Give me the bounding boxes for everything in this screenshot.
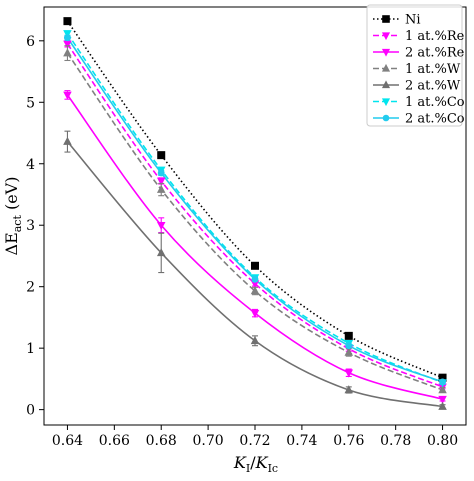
- data-point: [438, 401, 447, 410]
- data-point: [344, 369, 354, 378]
- series-line: [66, 52, 443, 391]
- legend-label: 1 at.%Re: [405, 29, 465, 44]
- series-markers: [63, 45, 447, 394]
- data-point: [250, 309, 260, 318]
- data-point: [439, 378, 447, 386]
- data-point: [63, 30, 72, 39]
- series-line: [66, 32, 443, 384]
- x-tick-label: 0.78: [380, 433, 411, 449]
- series-line: [66, 37, 443, 383]
- y-tick-label: 6: [26, 34, 35, 50]
- data-point: [250, 335, 260, 345]
- y-tick-label: 2: [26, 280, 35, 296]
- legend-marker: [381, 98, 391, 107]
- data-point: [344, 331, 353, 340]
- legend-entry: 1 at.%W: [373, 62, 461, 77]
- data-point: [63, 17, 72, 26]
- data-point: [63, 34, 71, 42]
- data-point: [63, 91, 72, 100]
- legend: Ni1 at.%Re 2 at.%Re1 at.%W 2 at.%W1 at.%Co…: [366, 4, 465, 127]
- y-tick-label: 5: [26, 95, 35, 111]
- data-point: [63, 136, 72, 145]
- x-tick-label: 0.76: [333, 433, 364, 449]
- legend-label: 2 at.%W: [405, 79, 461, 94]
- legend-entry: 2 at.%W: [373, 79, 461, 94]
- legend-marker: [381, 63, 391, 72]
- legend-entry: 1 at.%Co: [373, 95, 465, 110]
- y-axis-label: ΔEact (eV): [2, 177, 24, 256]
- x-tick-label: 0.80: [427, 433, 458, 449]
- legend-marker: [382, 15, 390, 23]
- series-line: [66, 141, 443, 408]
- y-tick-label: 4: [26, 157, 35, 173]
- legend-entry: 1 at.%Re: [373, 29, 465, 44]
- data-point: [250, 286, 260, 295]
- data-point: [156, 177, 166, 186]
- data-point: [157, 151, 166, 160]
- series-markers: [63, 17, 447, 382]
- data-point: [156, 248, 166, 257]
- x-tick-label: 0.72: [239, 433, 270, 449]
- data-point: [345, 342, 353, 350]
- legend-marker: [382, 114, 390, 122]
- marker-layer: [63, 17, 447, 410]
- legend-label: 1 at.%Co: [405, 95, 465, 110]
- data-point: [250, 261, 259, 270]
- legend-label: 1 at.%W: [405, 62, 461, 77]
- series-markers: [63, 34, 447, 386]
- data-point: [438, 395, 447, 405]
- x-tick-label: 0.70: [193, 433, 224, 449]
- legend-entry: 2 at.%Re: [373, 46, 465, 61]
- y-tick-label: 1: [26, 341, 35, 357]
- x-axis: 0.64 0.66 0.68 0.70 0.72 0.74 0.76 0.78 0.80: [52, 425, 458, 449]
- legend-label: 2 at.%Co: [405, 112, 465, 127]
- data-point: [344, 385, 354, 394]
- legend-marker: [381, 48, 391, 57]
- data-point: [156, 184, 166, 193]
- legend-entry: Ni: [373, 13, 421, 28]
- legend-marker: [381, 32, 391, 41]
- series-line: [66, 43, 443, 388]
- series-markers: [63, 90, 447, 405]
- x-tick-label: 0.74: [286, 433, 317, 449]
- legend-label: Ni: [405, 13, 421, 28]
- x-tick-label: 0.66: [99, 433, 130, 449]
- x-tick-label: 0.64: [52, 433, 83, 449]
- legend-box: [366, 4, 463, 127]
- series-layer: [66, 20, 443, 408]
- legend-label: 2 at.%Re: [405, 46, 465, 61]
- x-axis-label: KI/KIc: [233, 453, 278, 475]
- data-point: [344, 347, 354, 356]
- series-line: [66, 94, 443, 400]
- x-tick-label: 0.68: [146, 433, 177, 449]
- y-axis: 0 1 2 3 4 5 6: [26, 34, 44, 419]
- series-markers: [63, 130, 447, 410]
- data-point: [63, 48, 72, 57]
- legend-marker: [381, 80, 391, 89]
- data-point: [157, 169, 165, 177]
- data-point: [438, 385, 447, 394]
- legend-entry: 2 at.%Co: [373, 112, 465, 127]
- y-tick-label: 3: [26, 218, 35, 234]
- y-tick-label: 0: [26, 403, 35, 419]
- data-point: [156, 221, 166, 231]
- data-point: [251, 275, 259, 283]
